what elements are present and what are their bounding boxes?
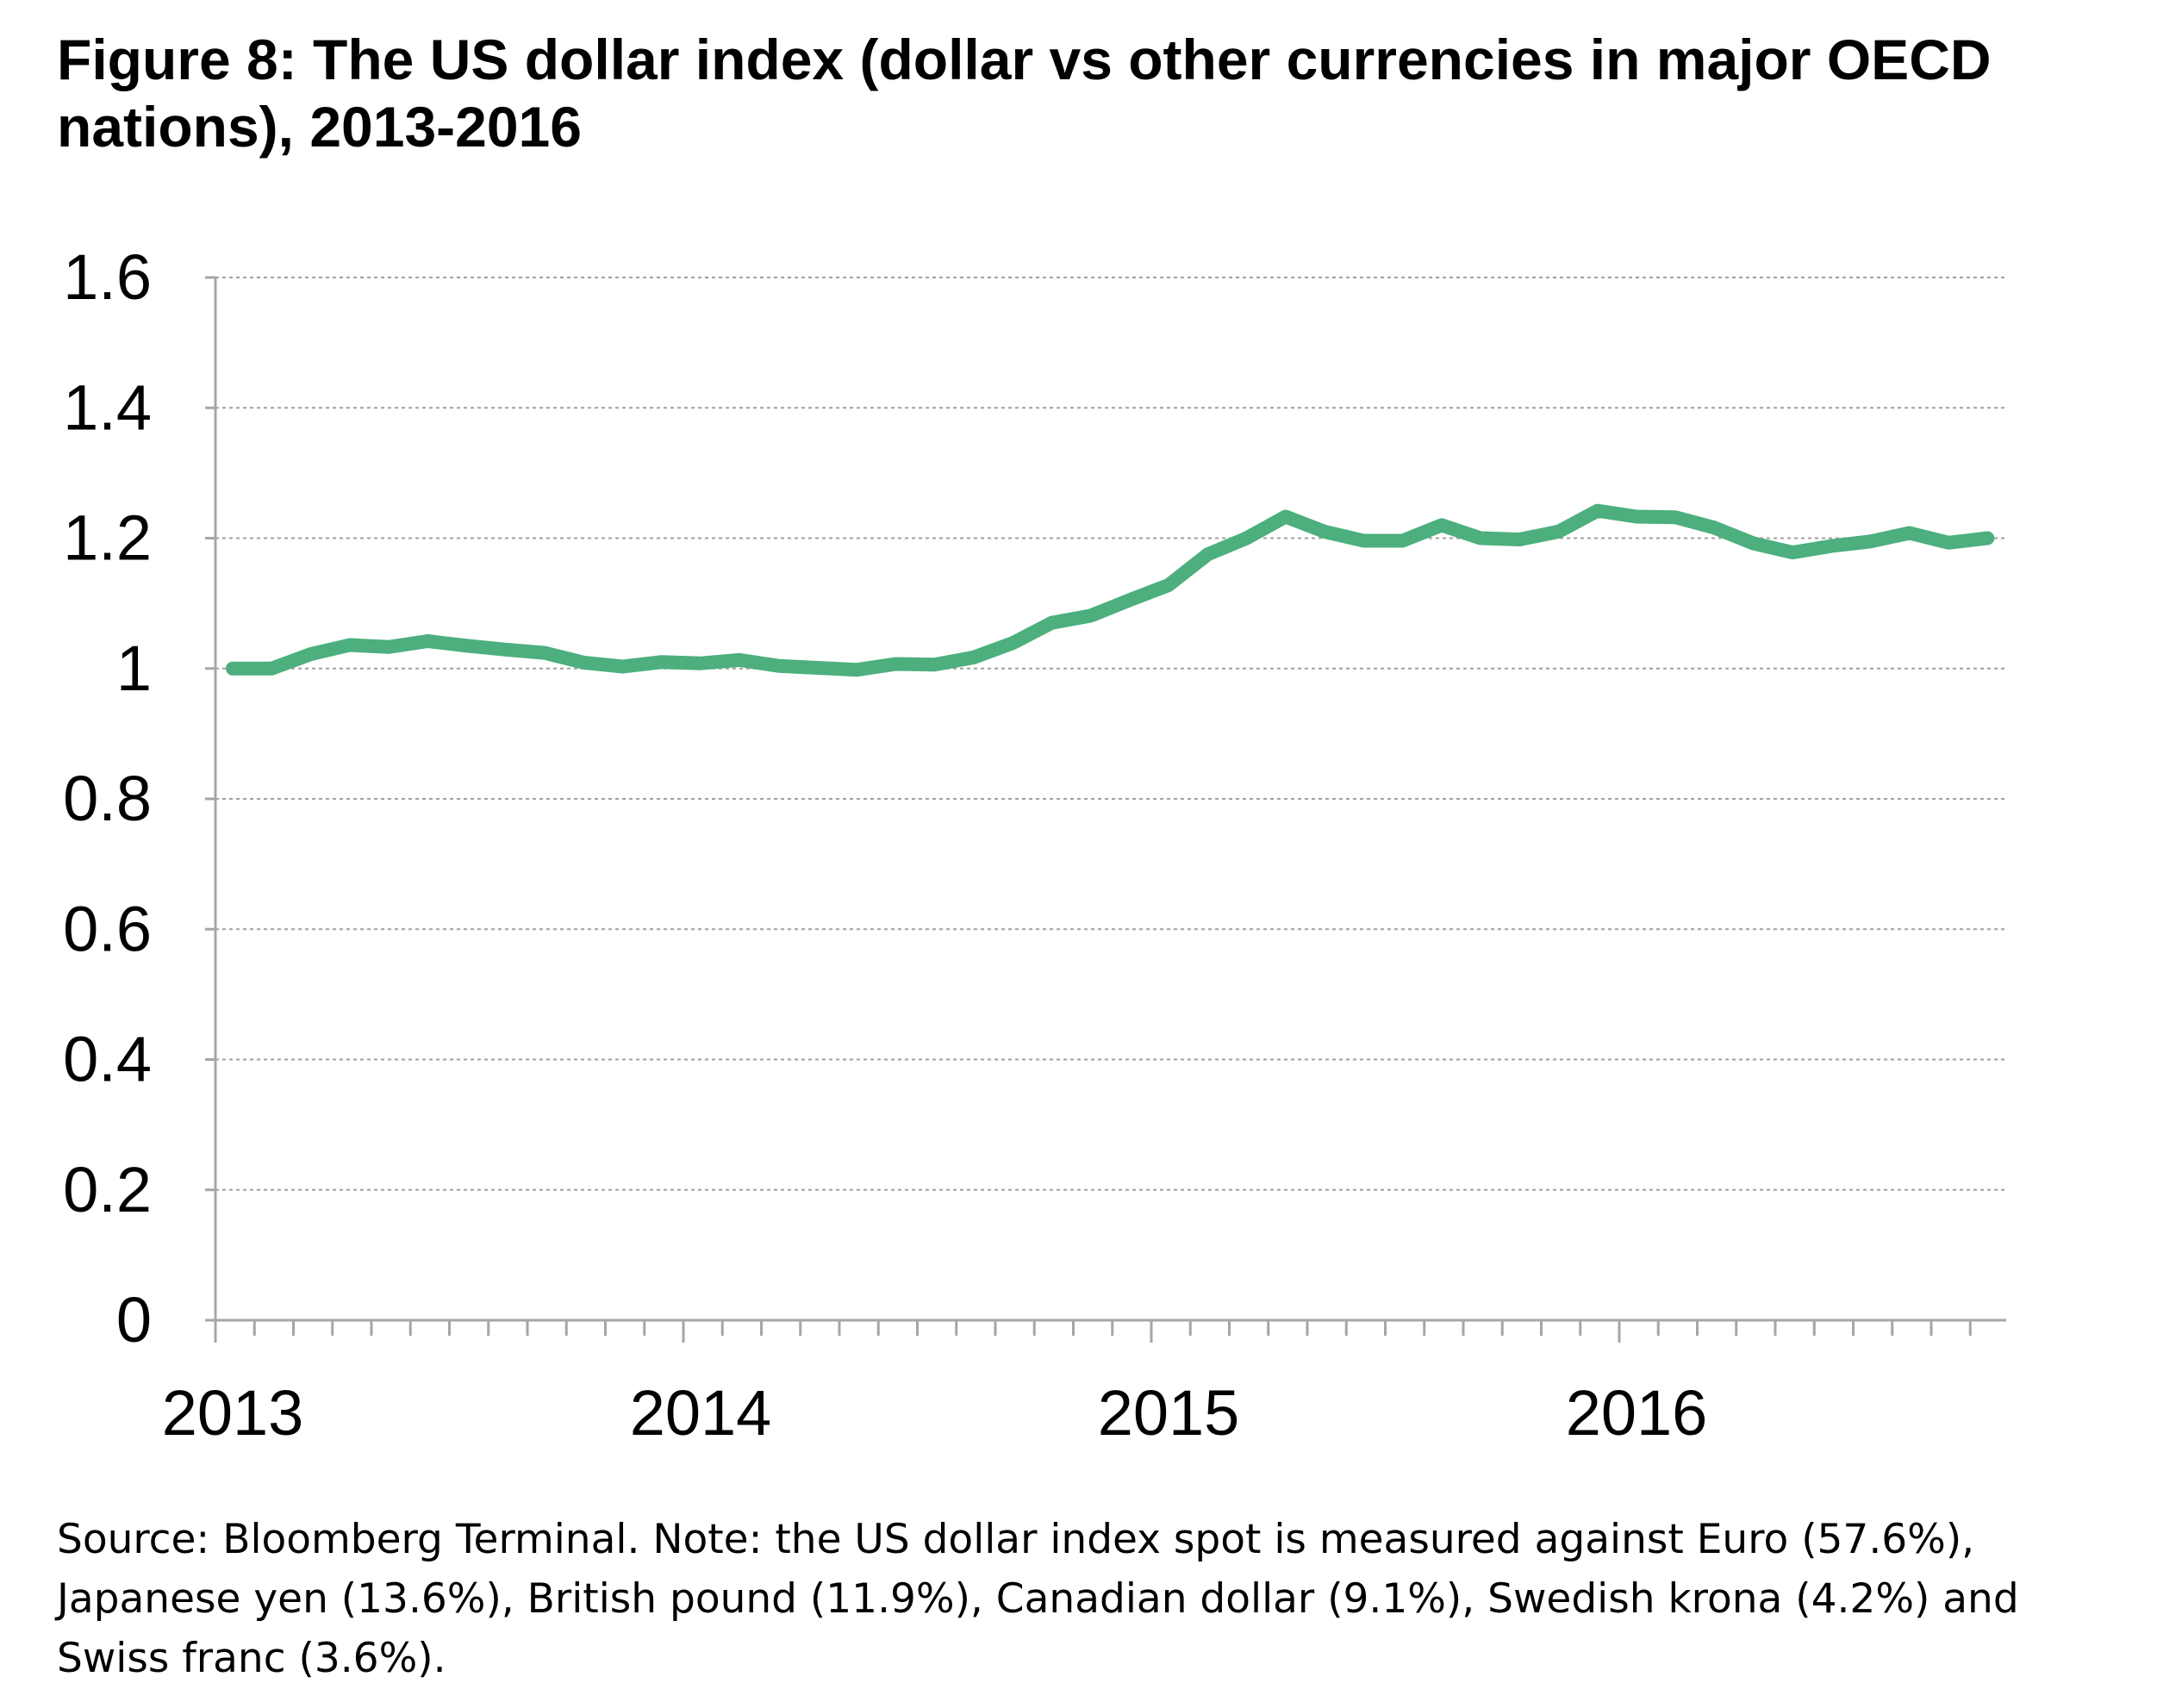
x-tick-label: 2016 <box>1566 1377 1708 1449</box>
x-axis-tick-labels: 2013 2014 2015 2016 <box>162 1377 1708 1449</box>
source-note: Source: Bloomberg Terminal. Note: the US… <box>57 1516 2019 1682</box>
y-tick-label: 1.4 <box>63 371 152 443</box>
y-tick-label: 0.2 <box>63 1154 152 1225</box>
y-tick-label: 1 <box>116 633 152 704</box>
series-line <box>226 503 1995 677</box>
axes <box>205 276 2006 1343</box>
y-axis-tick-labels: 0 0.2 0.4 0.6 0.8 1 1.2 1.4 1.6 <box>63 241 152 1356</box>
y-tick-label: 0 <box>116 1284 152 1356</box>
series-layer <box>226 503 1995 677</box>
y-tick-label: 1.2 <box>63 502 152 574</box>
y-tick-label: 0.6 <box>63 893 152 964</box>
y-tick-label: 0.4 <box>63 1024 152 1095</box>
x-tick-label: 2014 <box>630 1377 772 1449</box>
x-tick-label: 2013 <box>162 1377 304 1449</box>
y-tick-label: 0.8 <box>63 763 152 834</box>
grid-lines <box>215 277 2006 1191</box>
chart-title: Figure 8: The US dollar index (dollar vs… <box>57 28 1992 159</box>
x-tick-label: 2015 <box>1098 1377 1240 1449</box>
y-tick-label: 1.6 <box>63 241 152 313</box>
